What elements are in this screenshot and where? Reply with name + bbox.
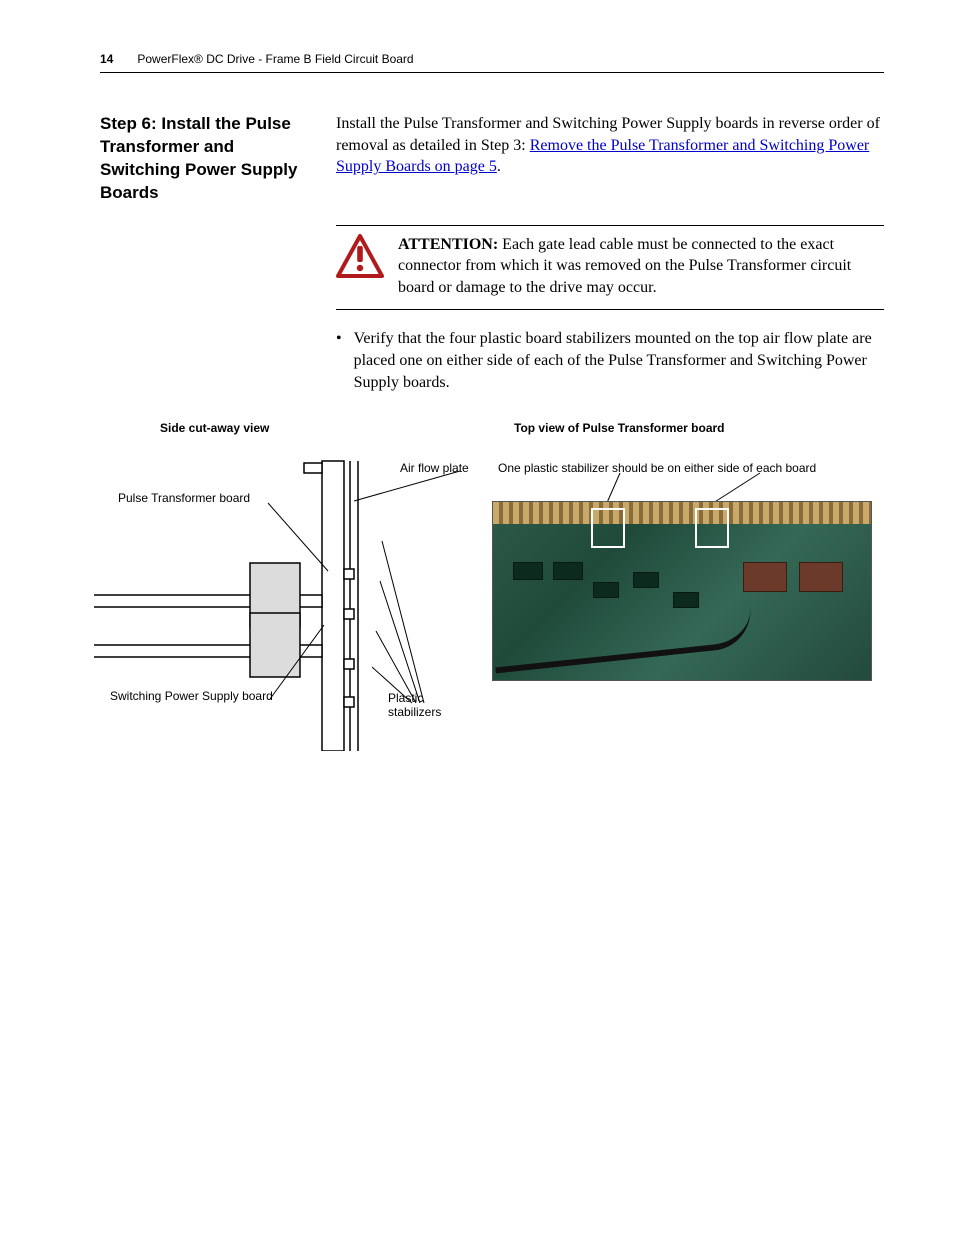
page-header: 14 PowerFlex® DC Drive - Frame B Field C… [100, 52, 884, 66]
bullet-text: Verify that the four plastic board stabi… [354, 328, 884, 395]
board-photo [492, 501, 872, 681]
photo-connector-strip [493, 502, 871, 524]
attention-rule-top [336, 225, 884, 226]
attention-block: ATTENTION: Each gate lead cable must be … [336, 225, 884, 310]
figure-area: Side cut-away view Top view of Pulse Tra… [100, 421, 884, 761]
bullet-dot: • [336, 328, 342, 395]
page-number: 14 [100, 52, 113, 66]
step-intro: Install the Pulse Transformer and Switch… [336, 113, 884, 205]
photo-chip [553, 562, 583, 580]
attention-rule-bottom [336, 309, 884, 310]
step-heading: Step 6: Install the Pulse Transformer an… [100, 113, 310, 205]
doc-title: PowerFlex® DC Drive - Frame B Field Circ… [137, 52, 413, 66]
photo-capacitor [799, 562, 843, 592]
photo-chip [673, 592, 699, 608]
photo-capacitor [743, 562, 787, 592]
photo-chip [593, 582, 619, 598]
photo-chip [513, 562, 543, 580]
photo-chip [633, 572, 659, 588]
attention-label: ATTENTION: [398, 236, 498, 253]
step-block: Step 6: Install the Pulse Transformer an… [100, 113, 884, 205]
verify-bullet: • Verify that the four plastic board sta… [336, 328, 884, 395]
attention-text: ATTENTION: Each gate lead cable must be … [398, 234, 884, 299]
intro-post: . [497, 158, 501, 175]
warning-icon [336, 234, 384, 278]
photo-highlight-box [591, 508, 625, 548]
photo-wire [492, 606, 754, 673]
header-rule [100, 72, 884, 73]
photo-highlight-box [695, 508, 729, 548]
